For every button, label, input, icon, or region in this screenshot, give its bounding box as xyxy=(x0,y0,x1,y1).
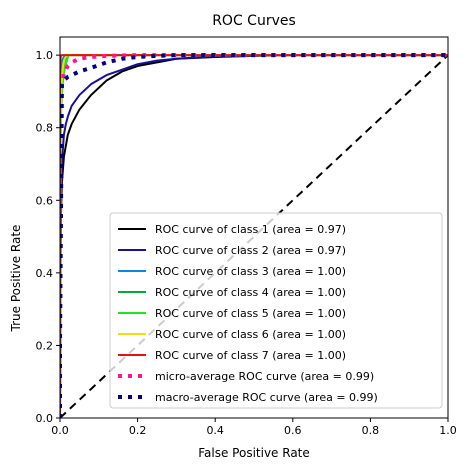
legend-label-series-2: ROC curve of class 2 (area = 0.97) xyxy=(155,244,346,257)
y-tick-label: 1.0 xyxy=(36,49,54,62)
y-tick-label: 0.6 xyxy=(36,194,54,207)
legend-label-series-7: ROC curve of class 7 (area = 1.00) xyxy=(155,349,346,362)
y-axis-label: True Positive Rate xyxy=(9,225,23,333)
legend-label-series-6: ROC curve of class 6 (area = 1.00) xyxy=(155,328,346,341)
chart-title: ROC Curves xyxy=(212,13,296,29)
x-tick-label: 0.6 xyxy=(284,424,302,437)
x-axis-label: False Positive Rate xyxy=(198,446,310,460)
x-tick-label: 0.4 xyxy=(206,424,224,437)
legend-label-series-3: ROC curve of class 3 (area = 1.00) xyxy=(155,265,346,278)
y-tick-label: 0.4 xyxy=(36,267,54,280)
legend-frame xyxy=(109,212,443,409)
plot-frame xyxy=(59,36,449,419)
legend-label-series-8: micro-average ROC curve (area = 0.99) xyxy=(155,370,374,383)
y-tick-label: 0.8 xyxy=(36,122,54,135)
legend-label-series-1: ROC curve of class 1 (area = 0.97) xyxy=(155,223,346,236)
x-tick-label: 0.2 xyxy=(129,424,147,437)
legend-label-series-9: macro-average ROC curve (area = 0.99) xyxy=(155,391,378,404)
plot-area: 0.0 0.2 0.4 0.6 0.8 1.0 0.0 0.2 0.4 0.6 0.8 1.0 xyxy=(36,36,457,437)
legend: ROC curve of class 1 (area = 0.97) ROC cu… xyxy=(109,212,443,409)
y-tick-label: 0.2 xyxy=(36,339,54,352)
x-tick-label: 1.0 xyxy=(439,424,457,437)
legend-label-series-4: ROC curve of class 4 (area = 1.00) xyxy=(155,286,346,299)
legend-label-series-5: ROC curve of class 5 (area = 1.00) xyxy=(155,307,346,320)
roc-line-series-2 xyxy=(60,54,448,418)
x-tick-label: 0.8 xyxy=(362,424,380,437)
x-tick-label: 0.0 xyxy=(51,424,69,437)
y-tick-label: 0.0 xyxy=(36,412,54,425)
